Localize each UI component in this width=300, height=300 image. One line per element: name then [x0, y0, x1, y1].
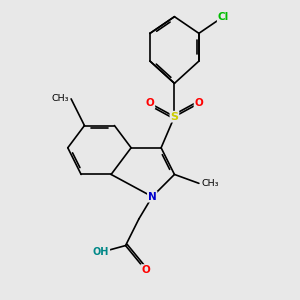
Text: CH₃: CH₃ — [51, 94, 69, 103]
Text: O: O — [194, 98, 203, 108]
Text: N: N — [148, 192, 157, 202]
Text: OH: OH — [93, 247, 109, 257]
Text: Cl: Cl — [218, 12, 229, 22]
Text: O: O — [141, 265, 150, 275]
Text: O: O — [146, 98, 154, 108]
Text: CH₃: CH₃ — [201, 179, 219, 188]
Text: S: S — [170, 112, 178, 122]
